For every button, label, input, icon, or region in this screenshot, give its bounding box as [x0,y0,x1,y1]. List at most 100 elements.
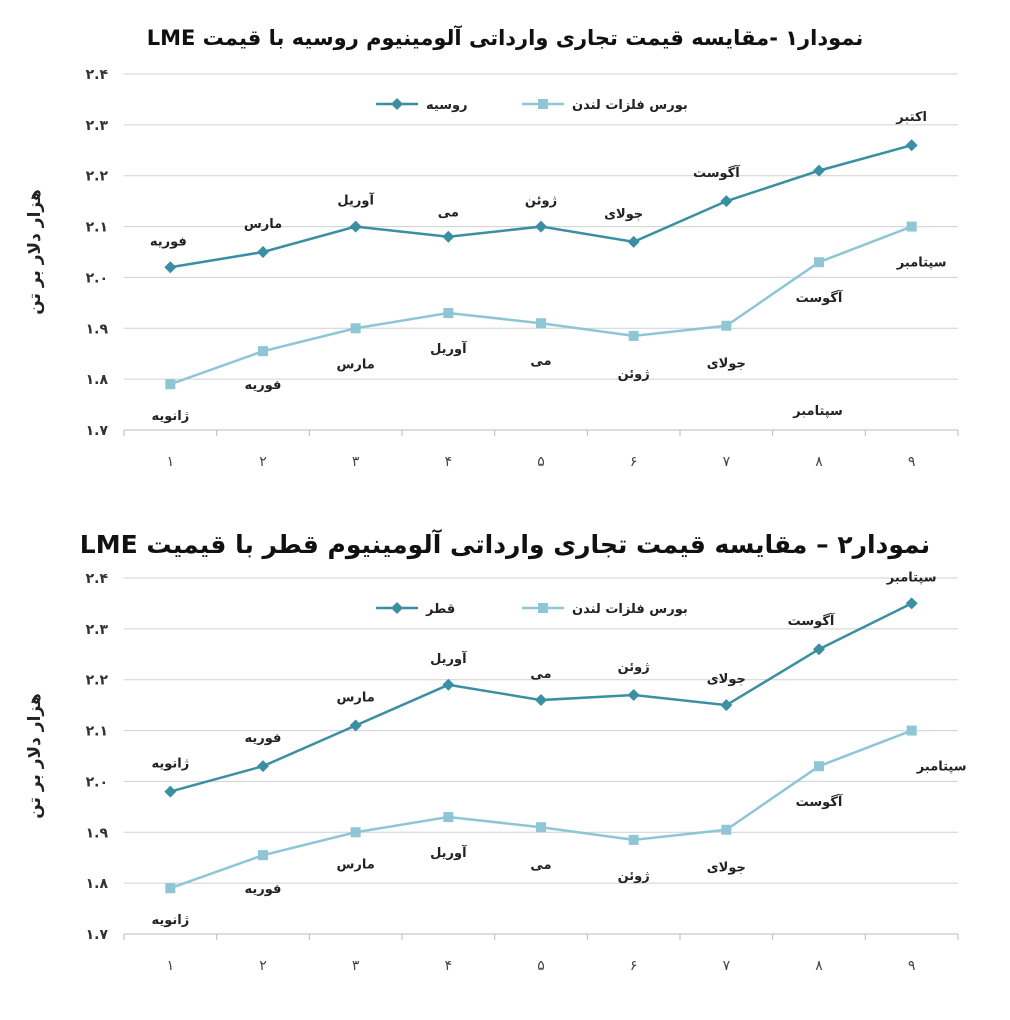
data-label: ژوئن [525,194,557,209]
data-point [721,824,732,835]
data-point [906,221,917,232]
data-point [905,597,918,610]
data-point [628,834,639,845]
data-point [536,822,546,833]
data-point [721,320,732,331]
data-label: آوریل [430,340,467,357]
y-tick-label: ۲.۳ [86,118,109,134]
data-label: جولای [707,672,746,687]
x-tick-label: ۱ [167,454,175,470]
x-tick-label: ۷ [723,454,731,470]
data-point [535,220,547,233]
legend-label: روسیه [426,98,468,113]
chart-1: نمودار۱ -مقایسه قیمت تجاری وارداتی آلومی… [25,26,959,470]
annotation-label: سپتامبر [792,404,843,419]
data-label: ژوئن [618,869,650,884]
data-label: فوریه [150,234,187,249]
data-point [258,346,268,357]
data-point [906,725,917,736]
y-tick-label: ۱.۷ [86,927,109,943]
data-label: اکتبر [895,110,927,125]
data-label: مارس [336,357,374,372]
x-tick-label: ۹ [908,454,916,470]
data-label: آوریل [430,844,467,861]
data-point [165,379,176,390]
y-tick-label: ۱.۸ [86,372,109,388]
data-label: ژانویه [151,409,189,424]
y-tick-label: ۲.۲ [86,169,109,185]
data-point [442,230,455,243]
chart-1-plot: ۱.۷ ۱.۸ ۱.۹ ۲.۰ ۲.۱ ۲.۲ ۲.۳ ۲.۴ ۱ ۲ ۳ ۴ ۵ ۶ ۷ ۸ ۹ هزار دل… [25,67,959,470]
data-label: ژانویه [151,757,189,772]
legend-item: روسیه [376,98,468,113]
y-tick-label: ۲.۰ [86,774,108,790]
data-point [257,246,269,258]
data-label: جولای [604,207,643,222]
data-point [720,195,733,208]
data-label: آگوست [796,289,843,306]
data-label: مارس [336,690,374,705]
y-tick-label: ۱.۸ [86,876,109,892]
legend-marker [391,98,403,110]
y-tick-label: ۲.۴ [86,571,109,587]
x-tick-label: ۹ [908,958,916,974]
data-point [905,139,918,152]
data-label: می [530,354,551,369]
data-label: آوریل [430,650,467,667]
chart-title: نمودار۲ – مقایسه قیمت تجاری وارداتی آلوم… [79,530,931,559]
x-tick-label: ۶ [630,454,638,470]
chart-2: نمودار۲ – مقایسه قیمت تجاری وارداتی آلوم… [0,510,1010,1020]
x-tick-label: ۲ [259,454,267,470]
data-point [349,220,362,233]
data-point [350,323,361,334]
legend-label: بورس فلزات لندن [572,602,688,617]
x-tick-label: ۵ [537,958,545,974]
data-point [627,235,640,248]
chart-title: نمودار۱ -مقایسه قیمت تجاری وارداتی آلومی… [146,26,864,50]
y-tick-label: ۱.۹ [86,321,109,337]
data-point [257,760,269,773]
legend-marker [391,602,403,614]
y-tick-label: ۲.۲ [86,673,109,689]
data-point [720,699,733,712]
data-point [442,678,455,691]
data-label: فوریه [245,882,282,897]
x-tick-label: ۸ [815,958,823,974]
data-label: می [530,667,551,682]
data-label: جولای [707,357,746,372]
data-point [813,164,825,177]
y-tick-label: ۲.۱ [86,724,108,740]
data-label: مارس [336,857,374,872]
data-label: سپتامبر [886,570,937,585]
x-tick-label: ۴ [445,454,453,470]
data-point [627,688,640,701]
y-tick-label: ۲.۳ [86,622,109,638]
y-tick-label: ۱.۷ [86,423,109,439]
y-tick-label: ۱.۹ [86,825,109,841]
data-point [443,812,454,823]
data-label: ژوئن [618,660,650,675]
data-label: می [438,206,459,221]
legend-label: قطر [425,602,455,617]
x-tick-label: ۷ [723,958,731,974]
legend-item: بورس فلزات لندن [522,98,688,113]
legend-item: قطر [376,602,455,617]
data-point [443,308,454,319]
legend-marker [538,99,548,109]
data-point [258,850,268,861]
x-tick-label: ۵ [537,454,545,470]
data-label: ژانویه [151,913,189,928]
x-tick-label: ۶ [630,958,638,974]
x-tick-label: ۱ [167,958,175,974]
data-point [813,643,825,656]
y-axis-label: هزار دلار بر تن [25,189,45,315]
data-point [814,761,824,772]
data-label: فوریه [245,731,282,746]
y-tick-label: ۲.۴ [86,67,109,83]
x-tick-label: ۳ [352,454,360,470]
x-tick-label: ۲ [259,958,267,974]
data-point [165,883,176,894]
y-axis-label: هزار دلار بر تن [25,693,45,819]
y-tick-label: ۲.۰ [86,270,108,286]
data-label: جولای [707,861,746,876]
